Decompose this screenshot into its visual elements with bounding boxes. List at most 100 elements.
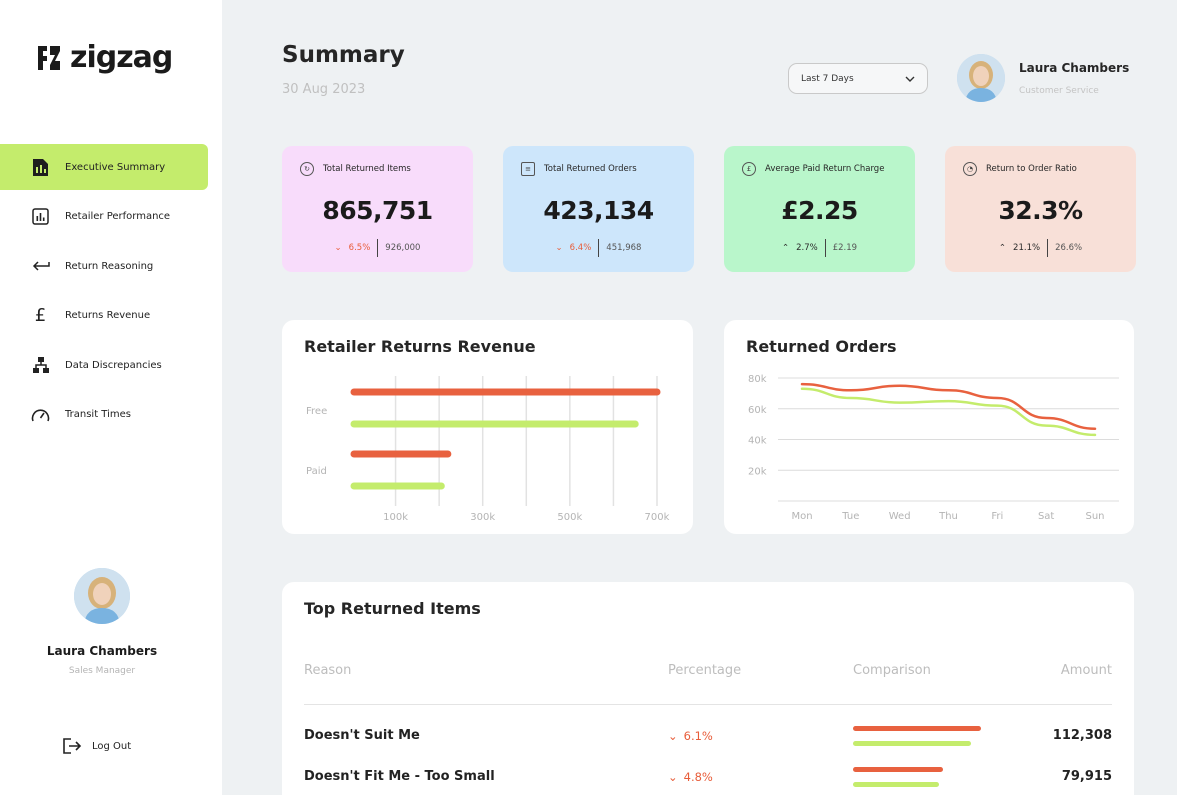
table-row[interactable]: Doesn't Suit Me ⌄ 6.1% 112,308 <box>282 725 1134 755</box>
profile-name: Laura Chambers <box>46 644 158 658</box>
profile-role: Sales Manager <box>68 666 136 676</box>
kpi-previous: £2.19 <box>832 243 858 253</box>
kpi-change: 2.7% <box>796 243 818 253</box>
table-title: Top Returned Items <box>304 599 481 618</box>
brand-logo[interactable]: zigzag <box>36 40 173 75</box>
comparison-bar-current <box>853 767 943 772</box>
sidebar-item-label: Transit Times <box>65 409 131 420</box>
sidebar-item-label: Data Discrepancies <box>65 359 162 371</box>
kpi-label: Average Paid Return Charge <box>765 164 885 174</box>
kpi-card-returned-items[interactable]: ↻ Total Returned Items 865,751 ⌄ 6.5% 926,0… <box>282 146 473 272</box>
comparison-bar-previous <box>853 782 940 787</box>
clipboard-icon: ≡ <box>521 162 535 176</box>
column-header-percentage[interactable]: Percentage <box>668 663 742 678</box>
logout-button[interactable]: Log Out <box>62 737 131 755</box>
kpi-card-return-ratio[interactable]: ◔ Return to Order Ratio 32.3% ⌃ 21.1% 26.6% <box>945 146 1136 272</box>
x-tick-label: 700k <box>645 512 670 523</box>
coin-icon: £ <box>742 162 756 176</box>
kpi-label: Total Returned Orders <box>544 164 637 174</box>
revenue-bar-chart: 100k 300k 500k 700k Free Paid <box>306 376 670 523</box>
table-row[interactable]: Doesn't Fit Me - Too Small ⌄ 4.8% 79,915 <box>282 766 1134 795</box>
kpi-previous: 926,000 <box>385 243 421 253</box>
pie-chart-icon: ◔ <box>963 162 977 176</box>
avatar[interactable] <box>74 568 130 624</box>
x-tick-label: 300k <box>470 512 495 523</box>
chevron-down-icon: ⌄ <box>668 729 678 743</box>
category-label: Paid <box>306 466 327 477</box>
zigzag-logo-icon <box>38 45 60 70</box>
row-reason: Doesn't Suit Me <box>304 728 420 743</box>
returned-items-icon: ↻ <box>300 162 314 176</box>
divider <box>598 239 600 257</box>
return-arrow-icon <box>31 257 50 276</box>
sidebar-item-executive-summary[interactable]: Executive Summary <box>0 144 208 190</box>
chevron-down-icon <box>905 76 915 82</box>
divider <box>304 704 1112 705</box>
row-reason: Doesn't Fit Me - Too Small <box>304 769 495 784</box>
user-name: Laura Chambers <box>1019 60 1130 75</box>
user-menu[interactable]: Laura Chambers Customer Service <box>957 54 1129 102</box>
x-tick-label: Fri <box>991 511 1003 522</box>
x-tick-label: Sat <box>1038 511 1054 522</box>
bar-chart-icon <box>31 207 50 226</box>
divider <box>824 239 826 257</box>
logout-label: Log Out <box>92 740 132 752</box>
row-percentage: 6.1% <box>683 729 713 743</box>
x-tick-label: Wed <box>889 511 911 522</box>
pound-icon: £ <box>34 305 47 326</box>
sidebar-item-label: Retailer Performance <box>65 211 171 222</box>
x-tick-label: Thu <box>938 511 958 522</box>
comparison-bar-current <box>853 726 981 731</box>
kpi-card-average-return-charge[interactable]: £ Average Paid Return Charge £2.25 ⌃ 2.7% £… <box>724 146 915 272</box>
page-date: 30 Aug 2023 <box>282 82 366 97</box>
chevron-down-icon: ⌄ <box>555 243 563 253</box>
sidebar-item-return-reasoning[interactable]: Return Reasoning <box>0 243 222 289</box>
kpi-value: 865,751 <box>322 196 433 225</box>
sidebar-nav: Executive Summary Retailer Performance R… <box>0 144 222 441</box>
row-amount: 112,308 <box>1052 728 1112 743</box>
date-range-value: Last 7 Days <box>801 73 854 84</box>
sidebar-item-retailer-performance[interactable]: Retailer Performance <box>0 194 222 240</box>
row-percentage: 4.8% <box>683 770 713 784</box>
kpi-previous: 26.6% <box>1055 243 1083 253</box>
kpi-value: 423,134 <box>543 196 654 225</box>
logout-icon <box>63 738 82 754</box>
column-header-reason[interactable]: Reason <box>304 663 352 678</box>
comparison-bar-previous <box>853 741 972 746</box>
category-label: Free <box>306 406 327 417</box>
kpi-value: £2.25 <box>781 196 858 225</box>
y-tick-label: 80k <box>748 374 767 385</box>
sidebar-item-transit-times[interactable]: Transit Times <box>0 392 222 438</box>
x-tick-label: 500k <box>557 512 582 523</box>
y-tick-label: 40k <box>748 436 767 447</box>
brand-name: zigzag <box>70 40 173 75</box>
sidebar-profile: Laura Chambers Sales Manager <box>0 568 204 676</box>
sidebar-item-returns-revenue[interactable]: £ Returns Revenue <box>0 293 222 339</box>
divider <box>1047 239 1049 257</box>
series-line <box>800 382 1097 430</box>
divider <box>377 239 379 257</box>
sidebar: zigzag Executive Summary Retailer Perfor… <box>0 0 222 795</box>
x-tick-label: Mon <box>791 511 812 522</box>
avatar <box>957 54 1005 102</box>
chart-title: Returned Orders <box>746 337 897 356</box>
y-tick-label: 20k <box>748 466 767 477</box>
chevron-down-icon: ⌄ <box>668 770 678 784</box>
x-tick-label: Tue <box>841 511 859 522</box>
orders-line-chart: 80k 60k 40k 20k Mon Tue Wed Thu Fri Sat Sun <box>748 374 1119 522</box>
y-tick-label: 60k <box>748 405 767 416</box>
orders-chart-card: Returned Orders 80k 60k 40k 20k Mon Tue Wed Thu… <box>724 320 1134 534</box>
page-title: Summary <box>282 42 405 68</box>
kpi-previous: 451,968 <box>606 243 642 253</box>
chart-title: Retailer Returns Revenue <box>304 337 536 356</box>
kpi-value: 32.3% <box>998 196 1083 225</box>
kpi-change: 6.4% <box>569 243 592 253</box>
sidebar-item-data-discrepancies[interactable]: Data Discrepancies <box>0 342 222 388</box>
column-header-comparison[interactable]: Comparison <box>853 663 931 678</box>
date-range-select[interactable]: Last 7 Days <box>788 63 928 94</box>
kpi-change: 21.1% <box>1013 243 1041 253</box>
column-header-amount[interactable]: Amount <box>1060 663 1112 678</box>
kpi-change: 6.5% <box>348 243 371 253</box>
chevron-down-icon: ⌄ <box>334 243 342 253</box>
kpi-card-returned-orders[interactable]: ≡ Total Returned Orders 423,134 ⌄ 6.4% 451,… <box>503 146 694 272</box>
